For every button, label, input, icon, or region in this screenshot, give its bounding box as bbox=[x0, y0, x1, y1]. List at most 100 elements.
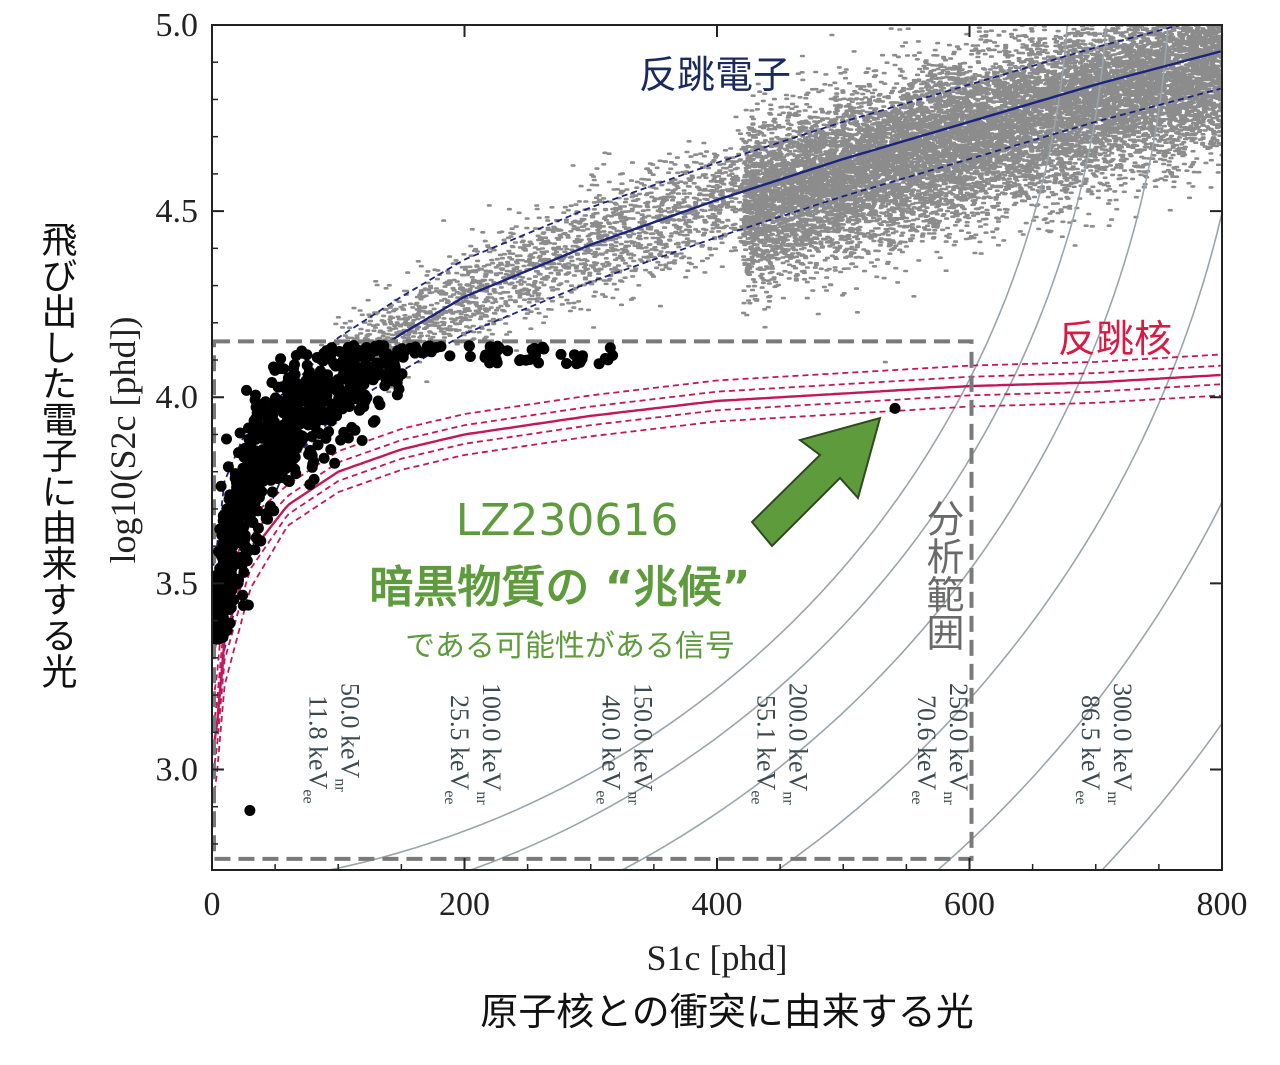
contour-nr-suffix: nr bbox=[780, 791, 797, 805]
axes: 0 200 400 600 800 3.0 3.5 4.0 4.5 5.0 bbox=[156, 7, 1248, 923]
search-event bbox=[311, 352, 323, 363]
search-event bbox=[264, 502, 276, 514]
search-event bbox=[224, 568, 236, 580]
x-tick-label: 0 bbox=[204, 886, 221, 923]
nr-band-upper bbox=[212, 364, 1221, 728]
search-event bbox=[300, 379, 312, 391]
contour-ee-suffix: ee bbox=[748, 790, 765, 804]
search-event bbox=[345, 355, 357, 367]
y-axis-label-ja: 飛び出した電子に由来する光 bbox=[36, 221, 77, 689]
search-event bbox=[602, 354, 614, 366]
search-event bbox=[312, 439, 324, 451]
contour-ee-suffix: ee bbox=[908, 790, 925, 804]
search-event bbox=[307, 458, 319, 470]
search-event bbox=[249, 544, 261, 556]
search-event bbox=[329, 457, 341, 469]
search-event bbox=[305, 408, 316, 420]
search-event bbox=[257, 432, 269, 444]
search-event bbox=[237, 589, 249, 601]
contour-ee-suffix: ee bbox=[441, 790, 458, 804]
contour-nr-suffix: nr bbox=[624, 791, 641, 805]
contour-ee-suffix: ee bbox=[1072, 790, 1089, 804]
search-event bbox=[271, 428, 283, 440]
y-tick-label: 4.5 bbox=[156, 193, 199, 230]
contour-ee-suffix: ee bbox=[299, 789, 316, 803]
search-event bbox=[378, 340, 390, 352]
search-event bbox=[577, 350, 588, 362]
search-event bbox=[396, 368, 408, 380]
contour-ee-label: 25.5 keVee bbox=[441, 695, 474, 805]
search-event bbox=[285, 389, 297, 401]
search-event bbox=[272, 473, 284, 485]
search-event bbox=[237, 523, 249, 535]
event-id-label: LZ230616 bbox=[456, 495, 679, 546]
search-event bbox=[266, 486, 278, 498]
contour-ee-suffix: ee bbox=[592, 790, 609, 804]
search-event bbox=[227, 537, 239, 549]
contour-nr-suffix: nr bbox=[331, 778, 348, 792]
search-event bbox=[244, 509, 256, 521]
search-event bbox=[323, 426, 335, 438]
search-event bbox=[284, 377, 296, 388]
contour-ee-label: 70.6 keVee bbox=[908, 695, 941, 805]
search-event bbox=[321, 412, 333, 424]
search-event bbox=[301, 349, 313, 361]
search-event bbox=[222, 461, 234, 473]
search-event bbox=[262, 450, 274, 462]
outlier-event bbox=[244, 804, 256, 816]
search-event bbox=[369, 345, 381, 357]
nr-band-median bbox=[212, 373, 1221, 752]
search-event bbox=[224, 489, 236, 501]
search-event bbox=[387, 364, 399, 376]
search-event bbox=[241, 384, 252, 396]
contour-nr-label: 100.0 keVnr bbox=[473, 683, 506, 805]
search-event bbox=[282, 474, 294, 486]
search-event bbox=[251, 450, 262, 462]
search-event bbox=[346, 421, 358, 433]
search-event bbox=[294, 412, 306, 423]
search-event bbox=[318, 452, 330, 464]
search-event bbox=[232, 489, 244, 501]
x-tick-label: 800 bbox=[1197, 886, 1248, 923]
contour-ee-label: 40.0 keVee bbox=[592, 695, 625, 805]
search-event bbox=[306, 450, 318, 462]
energy-contours bbox=[329, 25, 1222, 870]
search-event bbox=[212, 611, 222, 623]
search-event bbox=[464, 351, 476, 362]
search-event bbox=[571, 358, 583, 370]
highlight-event bbox=[889, 402, 901, 414]
search-event bbox=[303, 369, 314, 381]
search-event bbox=[304, 394, 316, 406]
highlight-arrow-icon bbox=[750, 416, 882, 548]
nr-band-label: 反跳核 bbox=[1058, 317, 1172, 361]
er-band-upper bbox=[212, 25, 1184, 566]
search-event bbox=[371, 357, 383, 369]
calibration-points bbox=[222, 25, 1222, 581]
search-event bbox=[444, 350, 456, 362]
search-event bbox=[421, 341, 433, 353]
y-tick-label: 4.0 bbox=[156, 379, 199, 416]
contour-ee-label: 55.1 keVee bbox=[748, 695, 781, 805]
contour-nr-suffix: nr bbox=[473, 791, 490, 805]
search-event bbox=[322, 395, 334, 407]
search-event bbox=[279, 432, 291, 444]
search-event bbox=[520, 354, 532, 366]
contour-ee-label: 11.8 keVee bbox=[299, 695, 332, 804]
region-label: 分析範囲 bbox=[920, 499, 964, 651]
search-event bbox=[234, 427, 246, 439]
search-event bbox=[335, 434, 347, 446]
energy-contour bbox=[937, 500, 1222, 870]
search-event bbox=[312, 381, 324, 393]
contour-nr-suffix: nr bbox=[940, 791, 957, 805]
search-event bbox=[306, 431, 318, 442]
search-event bbox=[328, 359, 340, 370]
search-event bbox=[255, 408, 267, 420]
search-event bbox=[332, 386, 344, 398]
event-subtitle-label: である可能性がある信号 bbox=[405, 629, 735, 664]
search-event bbox=[336, 403, 348, 415]
contour-nr-label: 250.0 keVnr bbox=[940, 683, 973, 805]
search-event bbox=[221, 523, 233, 535]
search-event bbox=[231, 477, 242, 489]
